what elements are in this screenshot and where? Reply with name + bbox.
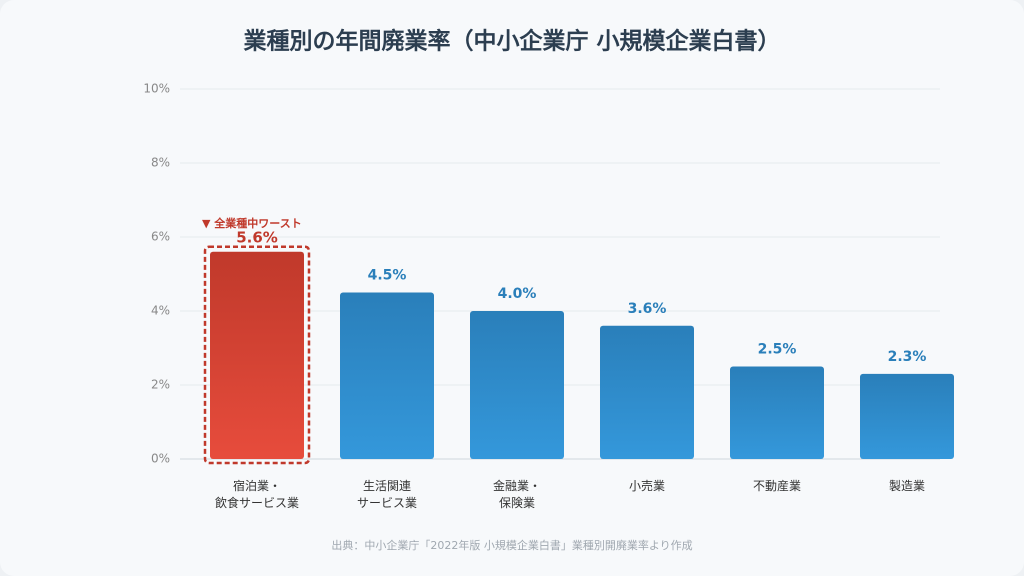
x-tick-label: 不動産業 [753, 478, 801, 493]
y-tick-label: 6% [151, 230, 170, 244]
annotation: ▼ 全業種中ワースト [202, 216, 302, 230]
bar [860, 373, 954, 459]
x-tick-label-line: 製造業 [889, 479, 925, 493]
y-tick-label: 0% [151, 452, 170, 466]
x-tick-label-line: サービス業 [357, 496, 417, 510]
x-tick-label: 小売業 [629, 478, 665, 493]
value-label: 4.0% [498, 286, 537, 302]
y-tick-label: 2% [151, 378, 170, 392]
x-tick-label-line: 飲食サービス業 [215, 495, 299, 510]
value-label: 2.5% [758, 342, 797, 358]
bar [210, 251, 304, 459]
x-tick-label-line: 不動産業 [753, 478, 801, 493]
y-tick-label: 4% [151, 304, 170, 318]
highlight-box [203, 245, 311, 465]
value-label: 3.6% [628, 301, 667, 317]
x-tick-label-line: 宿泊業・ [233, 478, 281, 493]
bar [600, 325, 694, 459]
x-tick-label-line: 金融業・ [493, 478, 541, 493]
x-tick-label: 金融業・保険業 [493, 478, 541, 510]
y-tick-label: 8% [151, 156, 170, 170]
bar [340, 292, 434, 459]
source-note: 出典：中小企業庁「2022年版 小規模企業白書」業種別開廃業率より作成 [331, 538, 692, 552]
y-tick-label: 10% [143, 82, 170, 96]
value-label: 5.6% [236, 228, 278, 246]
x-tick-label: 生活関連サービス業 [357, 479, 417, 510]
value-label: 4.5% [368, 268, 407, 284]
chart-title: 業種別の年間廃業率（中小企業庁 小規模企業白書） [242, 28, 780, 55]
x-tick-label-line: 小売業 [629, 478, 665, 493]
x-tick-label-line: 生活関連 [363, 479, 411, 493]
bar [470, 311, 564, 459]
x-tick-label: 宿泊業・飲食サービス業 [215, 478, 299, 510]
x-tick-label: 製造業 [889, 479, 925, 493]
value-label: 2.3% [888, 349, 927, 365]
x-tick-label-line: 保険業 [499, 496, 535, 510]
bar [730, 366, 824, 459]
